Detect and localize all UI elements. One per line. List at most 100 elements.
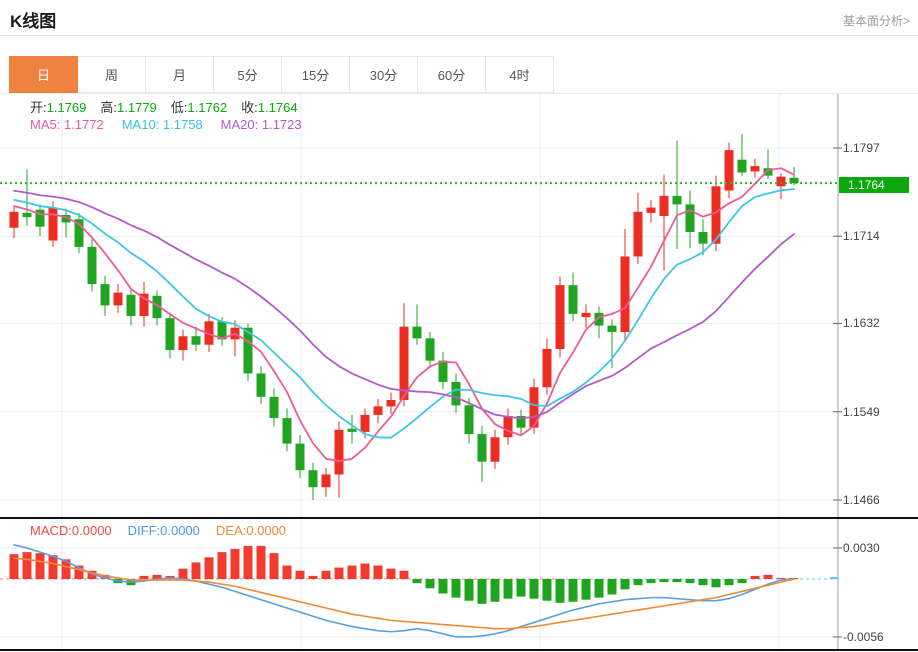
candle-body bbox=[516, 415, 526, 428]
macd-hist-bar bbox=[659, 579, 669, 583]
macd-hist-bar bbox=[217, 552, 227, 579]
candle-body bbox=[646, 207, 656, 213]
tabbar-divider bbox=[0, 93, 918, 94]
candle-body bbox=[763, 168, 773, 176]
tab-日[interactable]: 日 bbox=[9, 56, 78, 93]
tab-月[interactable]: 月 bbox=[145, 56, 214, 93]
ohlc-label: 开: bbox=[30, 100, 47, 115]
tab-30分[interactable]: 30分 bbox=[349, 56, 418, 93]
ohlc-label: 高: bbox=[100, 100, 118, 115]
candle-body bbox=[126, 294, 136, 317]
candle-body bbox=[152, 295, 162, 319]
candle-body bbox=[282, 418, 292, 444]
macd-hist-bar bbox=[87, 570, 97, 579]
macd-hist-bar bbox=[763, 574, 773, 579]
macd-hist-bar bbox=[191, 562, 201, 579]
tab-60分[interactable]: 60分 bbox=[417, 56, 486, 93]
macd-hist-bar bbox=[698, 579, 708, 586]
macd-hist-bar bbox=[685, 579, 695, 584]
macd-item-2: DEA:0.0000 bbox=[215, 523, 287, 538]
candle-body bbox=[321, 474, 331, 488]
candle-body bbox=[386, 400, 396, 407]
tab-周[interactable]: 周 bbox=[77, 56, 146, 93]
macd-hist-bar bbox=[22, 552, 32, 579]
macd-hist-bar bbox=[620, 579, 630, 590]
candle-body bbox=[620, 256, 630, 332]
macd-hist-bar bbox=[750, 575, 760, 579]
macd-hist-bar bbox=[74, 565, 84, 579]
macd-hist-bar bbox=[646, 579, 656, 584]
macd-hist-bar bbox=[178, 568, 188, 579]
candle-body bbox=[243, 327, 253, 374]
macd-hist-bar bbox=[555, 579, 565, 603]
tab-4时[interactable]: 4时 bbox=[485, 56, 554, 93]
macd-hist-bar bbox=[581, 579, 591, 600]
candle-body bbox=[685, 204, 695, 233]
macd-hist-bar bbox=[373, 565, 383, 579]
ohlc-label: 低: bbox=[170, 100, 188, 115]
macd-hist-bar bbox=[360, 563, 370, 579]
price-tick-1.1797: 1.1797 bbox=[843, 141, 880, 155]
candle-body bbox=[464, 405, 474, 435]
macd-hist-bar bbox=[9, 554, 19, 579]
ma5-line bbox=[13, 167, 795, 462]
candle-body bbox=[35, 209, 45, 227]
candle-body bbox=[9, 211, 19, 228]
diff-line bbox=[13, 544, 795, 638]
candle-body bbox=[477, 434, 487, 462]
macd-hist-bar bbox=[607, 579, 617, 595]
macd-hist-bar bbox=[724, 579, 734, 586]
tab-15分[interactable]: 15分 bbox=[281, 56, 350, 93]
candle-body bbox=[74, 219, 84, 247]
candle-body bbox=[360, 414, 370, 432]
ma-item-2: MA20: 1.1723 bbox=[220, 117, 302, 132]
macd-hist-bar bbox=[308, 575, 318, 579]
candle-body bbox=[555, 285, 565, 349]
macd-hist-bar bbox=[48, 555, 58, 579]
ma-item-1: MA10: 1.1758 bbox=[121, 117, 203, 132]
ohlc-item-0: 开:1.1769 bbox=[30, 97, 86, 116]
candle-body bbox=[711, 186, 721, 244]
candle-body bbox=[308, 470, 318, 488]
candle-body bbox=[113, 292, 123, 306]
ohlc-item-1: 高:1.1779 bbox=[100, 97, 156, 116]
candle-body bbox=[633, 211, 643, 257]
macd-hist-bar bbox=[542, 579, 552, 601]
ma-item-0: MA5: 1.1772 bbox=[30, 117, 104, 132]
tab-5分[interactable]: 5分 bbox=[213, 56, 282, 93]
macd-hist-bar bbox=[334, 567, 344, 579]
candle-body bbox=[737, 159, 747, 173]
ohlc-value: 1.1769 bbox=[46, 100, 87, 115]
macd-tick-0.0030: 0.0030 bbox=[843, 540, 880, 555]
ohlc-label: 收: bbox=[241, 100, 258, 115]
ohlc-item-3: 收:1.1764 bbox=[241, 97, 297, 116]
candle-body bbox=[178, 336, 188, 351]
macd-hist-bar bbox=[35, 553, 45, 579]
macd-item-0: MACD:0.0000 bbox=[30, 523, 112, 538]
macd-hist-bar bbox=[672, 579, 682, 583]
ohlc-value: 1.1764 bbox=[257, 100, 298, 115]
fundamental-analysis-link[interactable]: 基本面分析> bbox=[842, 14, 910, 28]
candle-body bbox=[61, 214, 71, 223]
macd-hist-bar bbox=[386, 568, 396, 579]
candle-body bbox=[425, 338, 435, 361]
header-divider bbox=[0, 35, 918, 36]
macd-hist-bar bbox=[230, 548, 240, 579]
ma20-line bbox=[13, 189, 795, 420]
ohlc-value: 1.1762 bbox=[187, 100, 228, 115]
candle-body bbox=[581, 312, 591, 318]
price-tick-1.1466: 1.1466 bbox=[843, 492, 880, 507]
candle-body bbox=[295, 443, 305, 471]
macd-hist-bar bbox=[347, 565, 357, 579]
page-title: K线图 bbox=[10, 12, 57, 31]
macd-hist-bar bbox=[61, 559, 71, 579]
candle-body bbox=[256, 373, 266, 397]
candle-body bbox=[490, 437, 500, 462]
macd-hist-bar bbox=[529, 579, 539, 599]
ma-legend: MA5: 1.1772 MA10: 1.1758 MA20: 1.1723 bbox=[30, 117, 302, 132]
candle-body bbox=[594, 312, 604, 326]
candle-body bbox=[438, 360, 448, 382]
macd-hist-bar bbox=[737, 579, 747, 584]
